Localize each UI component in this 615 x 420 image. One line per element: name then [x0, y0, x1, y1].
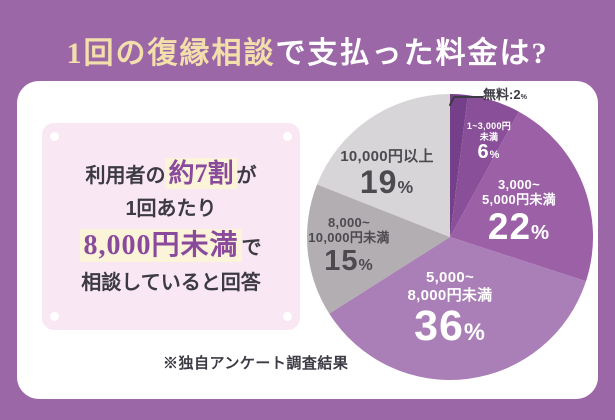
slice-label-8000-10000: 8,000~ 10,000円未満 15% [284, 215, 414, 276]
percent-sign: % [531, 221, 551, 244]
percent-sign: % [489, 149, 501, 162]
pie-slice-1 [450, 95, 519, 237]
content-card: 利用者の 約7割が 1回あたり 8,000円未満で 相談していると回答 無料:2%… [17, 81, 598, 399]
pie-chart [307, 94, 593, 380]
percent-sign: % [358, 256, 374, 274]
slice-category: 8,000円未満 [407, 286, 493, 304]
slice-category: 5,000~ [425, 269, 475, 286]
summary-line-4: 相談していると回答 [81, 273, 260, 293]
slice-label-5000-8000: 5,000~ 8,000円未満 36% [370, 269, 530, 350]
slice-percent: 19% [359, 163, 415, 200]
summary-text: 1回あたり [125, 198, 217, 221]
slice-label-over-10000: 10,000円以上 19% [312, 148, 462, 199]
summary-highlight: 約7割 [165, 158, 237, 190]
corner-dot [283, 312, 292, 321]
summary-text: が [236, 165, 257, 188]
page-title: 1回の復縁相談で支払った料金は? [0, 33, 615, 75]
percent-sign: % [397, 176, 415, 197]
slice-category: 1~3,000円 [466, 121, 512, 131]
summary-box: 利用者の 約7割が 1回あたり 8,000円未満で 相談していると回答 [42, 123, 300, 330]
percent-sign: % [520, 93, 527, 101]
page-title-accent: 1回の復縁相談 [66, 37, 276, 71]
summary-highlight: 8,000円未満 [80, 229, 242, 263]
pie-slice-4 [307, 184, 450, 314]
corner-dot [283, 132, 292, 141]
page-title-rest: で支払った料金は? [275, 37, 549, 71]
summary-text: 利用者の [85, 165, 166, 188]
slice-category: 10,000円以上 [340, 148, 434, 165]
summary-text: で [241, 237, 262, 260]
slice-label-3000-5000: 3,000~ 5,000円未満 22% [449, 177, 589, 247]
slice-percent: 22% [487, 205, 551, 247]
slice-percent: 15% [324, 244, 374, 277]
slice-label-1-3000: 1~3,000円 未満 6% [429, 121, 549, 163]
slice-label-free: 無料:2% [483, 84, 527, 103]
callout-line [449, 96, 484, 106]
slice-percent: 36% [414, 302, 486, 351]
slice-category: 5,000円未満 [482, 192, 556, 208]
slice-category: 未満 [479, 131, 499, 142]
slice-percent: 6% [477, 141, 501, 164]
survey-footnote: ※独自アンケート調査結果 [163, 355, 349, 372]
summary-text: 相談していると回答 [81, 271, 261, 294]
slice-category: 8,000~ [328, 215, 370, 230]
slice-label-text: 無料:2 [483, 87, 521, 102]
pie-slice-0 [450, 94, 468, 237]
summary-line-2: 1回あたり [125, 199, 216, 219]
corner-dot [50, 132, 59, 141]
corner-dot [50, 312, 59, 321]
percent-sign: % [463, 320, 486, 347]
pie-slice-3 [329, 237, 587, 380]
summary-line-1: 利用者の 約7割が [85, 158, 257, 190]
slice-category: 3,000~ [498, 177, 540, 192]
slice-category: 10,000円未満 [308, 230, 390, 246]
pie-slice-2 [450, 111, 593, 282]
summary-line-3: 8,000円未満で [80, 229, 262, 263]
pie-slice-5 [317, 94, 450, 237]
